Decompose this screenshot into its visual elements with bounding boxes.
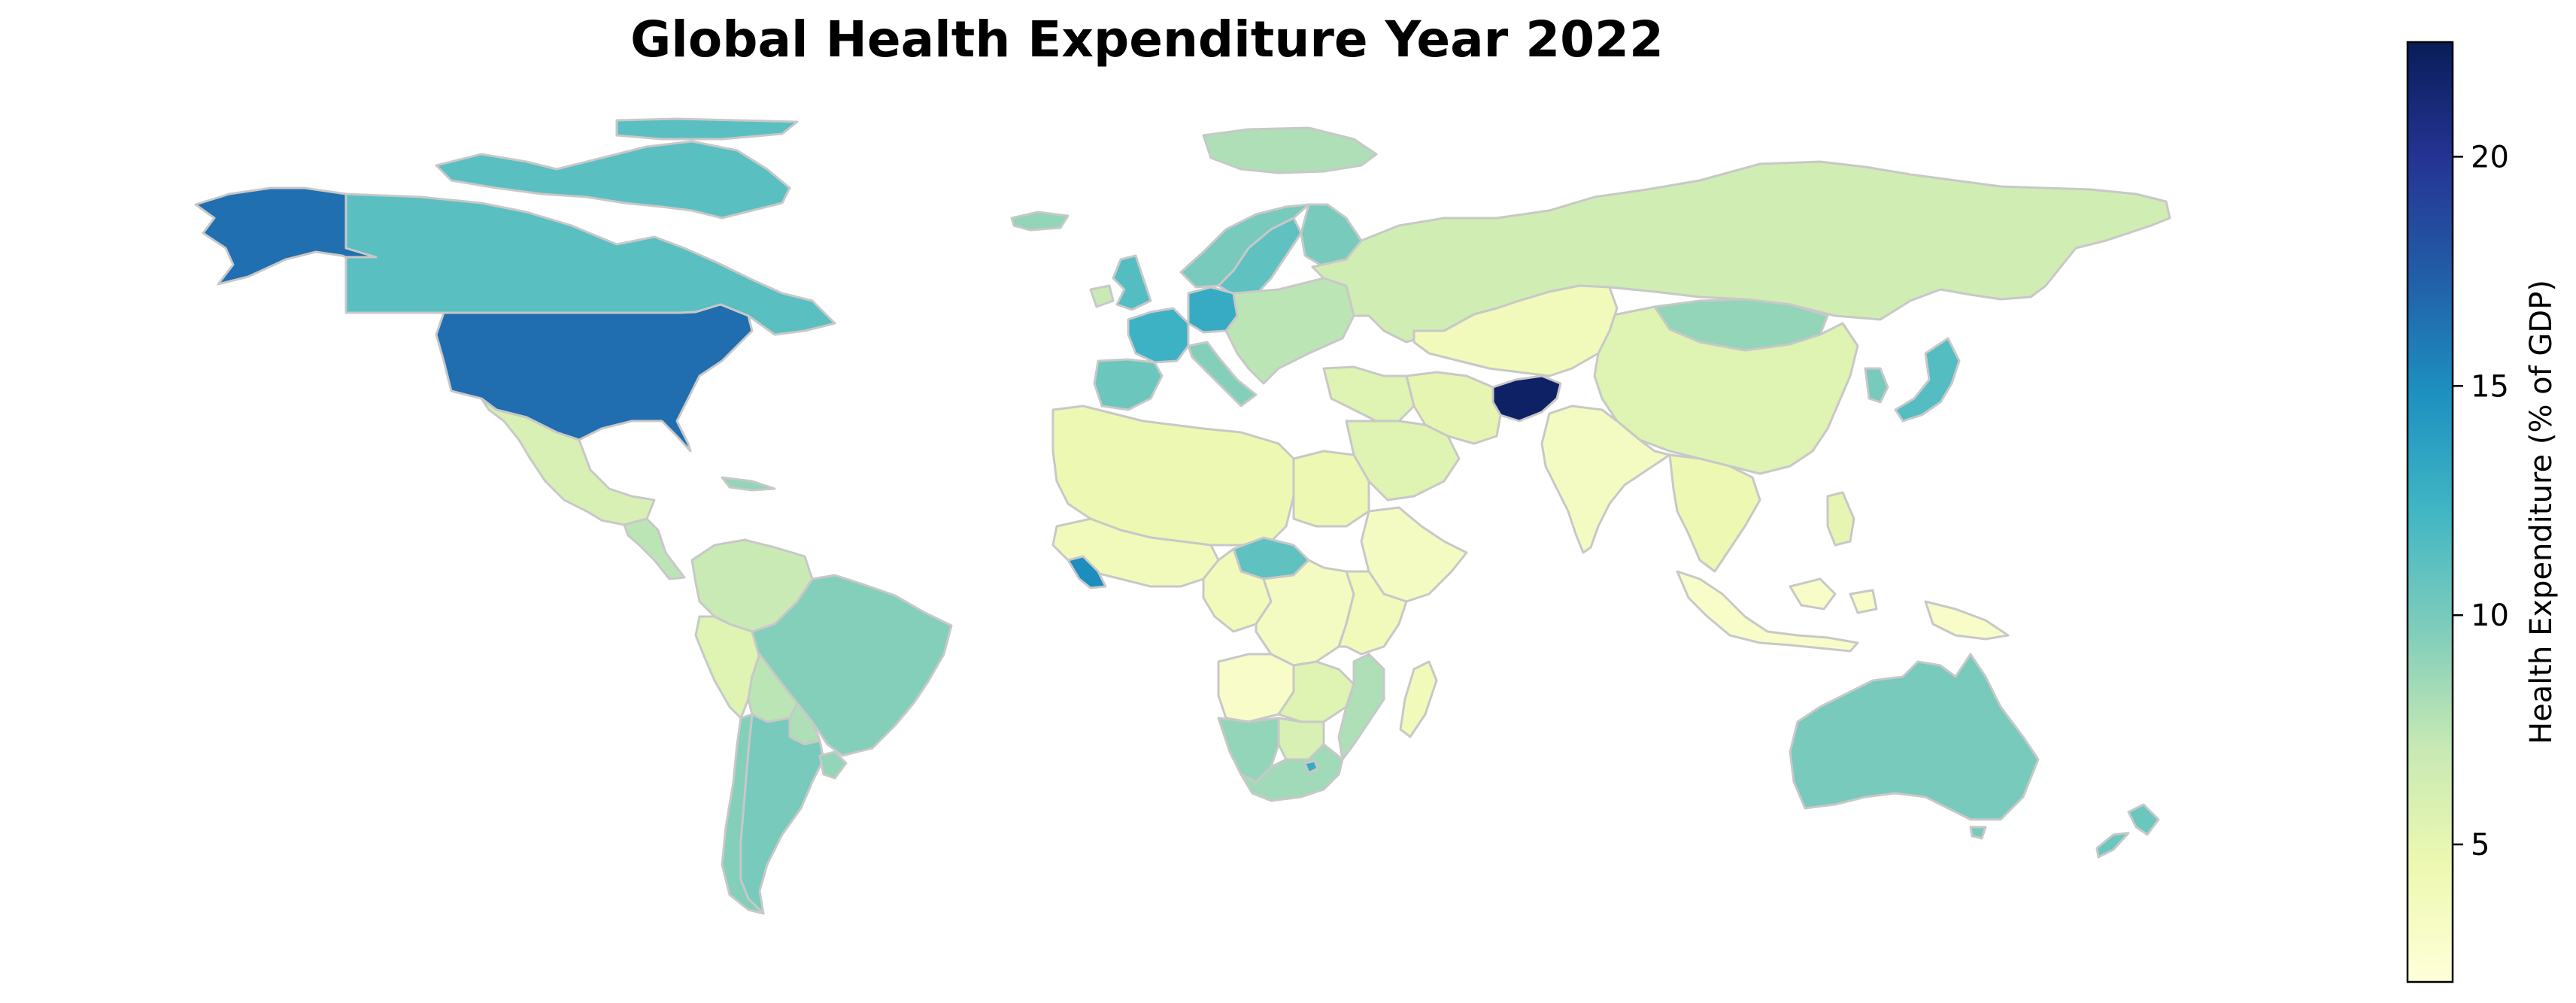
- country-lesotho[interactable]: Lesotho: 13: [1303, 759, 1319, 774]
- country-indonesia[interactable]: Indonesia: 3: [1676, 570, 1878, 653]
- country-cuba[interactable]: Cuba: 9: [721, 476, 776, 492]
- country-mozambique-malawi[interactable]: Mozambique / Malawi: 8: [1337, 653, 1385, 761]
- country-central-america[interactable]: Central America: 7.5: [623, 517, 686, 580]
- country-uruguay[interactable]: Uruguay: 9: [818, 750, 848, 780]
- colorbar-gradient: [2406, 41, 2454, 983]
- country-east-africa[interactable]: East Africa: 4: [1337, 570, 1408, 656]
- country-china[interactable]: China: 5.5: [1593, 305, 1859, 475]
- colorbar-tick-label: 10: [2471, 598, 2509, 633]
- country-south-africa[interactable]: South Africa: 8.5: [1239, 743, 1344, 802]
- country-iceland[interactable]: Iceland: 9: [1010, 211, 1070, 232]
- country-madagascar[interactable]: Madagascar: 4: [1399, 660, 1438, 738]
- colorbar-tick-label: 5: [2471, 828, 2490, 862]
- country-canadian-arctic-islands[interactable]: Canadian Arctic Islands: 11.2: [435, 117, 799, 220]
- country-iran[interactable]: Iran: 5: [1405, 371, 1502, 445]
- country-alaska-usa[interactable]: Alaska (USA): 16.5: [194, 186, 393, 286]
- country-india[interactable]: India: 3.5: [1540, 405, 1671, 554]
- country-australia[interactable]: Australia: 10: [1789, 653, 2040, 840]
- country-ireland[interactable]: Ireland: 7: [1089, 284, 1115, 308]
- country-spain-portugal[interactable]: Spain / Portugal: 10.5: [1093, 358, 1164, 411]
- country-france[interactable]: France: 12.5: [1127, 307, 1190, 364]
- colorbar-tick-label: 15: [2471, 369, 2509, 404]
- country-argentina[interactable]: Argentina: 10: [739, 713, 825, 915]
- country-horn-of-africa[interactable]: Horn of Africa: 3.5: [1360, 506, 1468, 603]
- world-map: Alaska (USA): 16.5Canada: 11.2Canadian A…: [194, 117, 2171, 915]
- country-north-africa[interactable]: North Africa: 4.5: [1051, 405, 1295, 547]
- country-southeast-asia[interactable]: Southeast Asia: 4.5: [1668, 453, 1761, 573]
- country-new-zealand[interactable]: New Zealand: 10.5: [2095, 803, 2160, 859]
- country-italy[interactable]: Italy: 9.5: [1187, 341, 1258, 408]
- country-egypt[interactable]: Egypt: 4.5: [1292, 450, 1370, 528]
- country-japan[interactable]: Japan: 11.5: [1894, 337, 1961, 423]
- country-middle-east[interactable]: Middle East: 5.5: [1322, 365, 1415, 423]
- country-papua-new-guinea[interactable]: Papua New Guinea: 3: [1924, 600, 2010, 641]
- country-zambia-zimbabwe[interactable]: Zambia / Zimbabwe: 5.5: [1277, 660, 1355, 723]
- colorbar-label: Health Expenditure (% of GDP): [2524, 280, 2559, 744]
- country-central-asia[interactable]: Central Asia: 4: [1412, 284, 1619, 377]
- country-sierra-leone-liberia[interactable]: Sierra Leone / Liberia: 15: [1067, 555, 1107, 589]
- country-united-kingdom[interactable]: United Kingdom: 11.5: [1112, 254, 1152, 311]
- colorbar-tick-label: 20: [2471, 140, 2509, 174]
- colorbar-ticks: 5 10 15 20: [2453, 140, 2509, 862]
- country-greenland[interactable]: Greenland: 8: [1202, 126, 1378, 174]
- country-korea[interactable]: Korea: 10: [1864, 367, 1889, 404]
- chart-title: Global Health Expenditure Year 2022: [630, 11, 1664, 68]
- country-philippines[interactable]: Philippines: 5: [1826, 491, 1855, 547]
- country-canada[interactable]: Canada: 11.2: [344, 192, 836, 336]
